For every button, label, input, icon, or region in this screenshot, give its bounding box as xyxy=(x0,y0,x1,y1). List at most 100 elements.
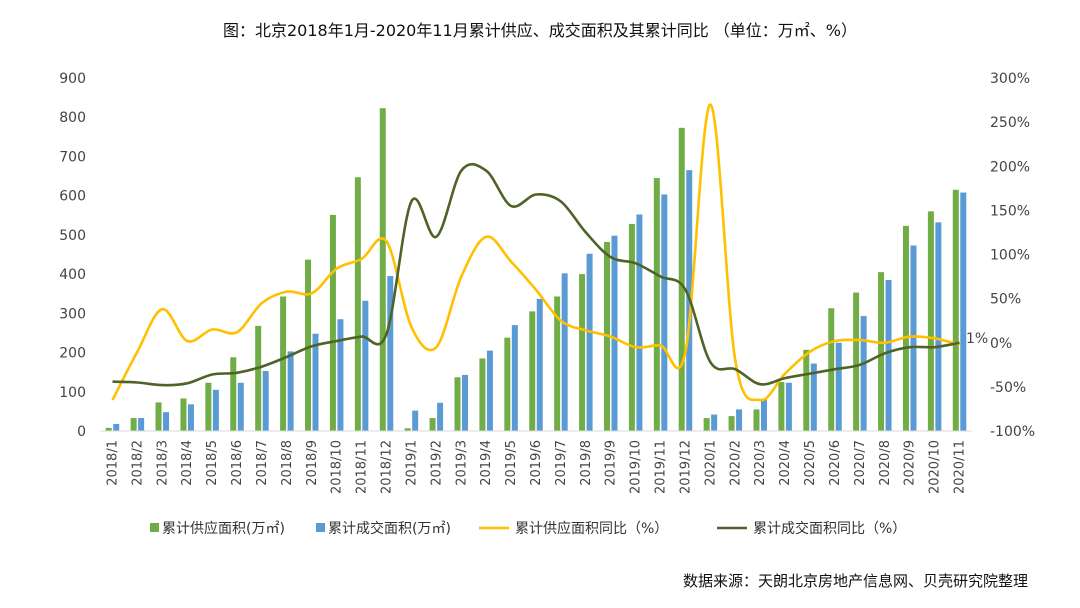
supply-bar xyxy=(678,127,685,431)
x-tick-label: 2019/8 xyxy=(579,440,594,486)
transaction-bar xyxy=(935,222,942,431)
bar-series xyxy=(105,108,967,431)
supply-bar xyxy=(902,225,909,431)
right-tick-label: -50% xyxy=(990,380,1026,396)
x-tick-label: 2019/5 xyxy=(504,440,519,486)
x-tick-label: 2019/6 xyxy=(529,440,544,486)
x-tick-label: 2018/7 xyxy=(255,440,270,486)
supply-bar xyxy=(205,382,212,431)
left-axis: 0 100 200 300 400 500 600 700 800 900 xyxy=(59,71,86,440)
right-tick-label: 300% xyxy=(990,71,1030,87)
transaction-bar xyxy=(412,410,419,431)
x-tick-label: 2018/2 xyxy=(130,440,145,486)
supply-bar xyxy=(329,214,336,431)
transaction-bar xyxy=(262,370,269,431)
x-axis: 2018/1 2018/2 2018/3 2018/4 2018/5 2018/6 2018… xyxy=(100,430,972,494)
transaction-yoy-line xyxy=(112,162,960,387)
line-series xyxy=(111,103,960,402)
x-tick-label: 2018/3 xyxy=(155,440,170,486)
transaction-bar xyxy=(736,409,743,431)
transaction-bar xyxy=(462,374,469,431)
transaction-bar xyxy=(486,350,493,431)
left-tick-label: 800 xyxy=(59,110,86,126)
x-tick-label: 2020/6 xyxy=(828,440,843,486)
supply-bar xyxy=(529,311,536,431)
x-tick-label: 2019/7 xyxy=(554,440,569,486)
transaction-bar xyxy=(362,300,369,431)
x-tick-label: 2019/2 xyxy=(429,440,444,486)
legend-label: 累计成交面积同比（%） xyxy=(753,520,906,537)
source-note: 数据来源：天朗北京房地产信息网、贝壳研究院整理 xyxy=(683,572,1028,590)
annotations: 1% xyxy=(966,331,988,347)
transaction-bar xyxy=(860,316,867,431)
supply-bar xyxy=(180,398,187,431)
transaction-bar xyxy=(885,279,892,431)
right-tick-label: 50% xyxy=(990,292,1021,308)
x-tick-label: 2018/5 xyxy=(205,440,220,486)
x-tick-label: 2018/10 xyxy=(330,440,345,494)
right-tick-label: 150% xyxy=(990,203,1030,219)
legend-swatch xyxy=(316,523,325,532)
transaction-bar xyxy=(387,276,394,431)
transaction-bar xyxy=(636,214,643,431)
left-tick-label: 300 xyxy=(59,306,86,322)
x-tick-label: 2020/4 xyxy=(778,440,793,486)
legend-label: 累计成交面积(万㎡) xyxy=(328,520,451,537)
transaction-bar xyxy=(960,192,967,431)
x-tick-label: 2020/7 xyxy=(853,440,868,486)
right-tick-label: 200% xyxy=(990,159,1030,175)
x-tick-label: 2018/12 xyxy=(380,440,395,494)
x-tick-label: 2018/6 xyxy=(230,440,245,486)
x-tick-label: 2020/1 xyxy=(703,440,718,486)
supply-bar xyxy=(454,377,461,431)
supply-bar xyxy=(728,416,735,431)
transaction-bar xyxy=(810,363,817,431)
supply-bar xyxy=(404,428,411,431)
transaction-bar xyxy=(237,382,244,431)
x-tick-label: 2020/9 xyxy=(903,440,918,486)
chart-title: 图：北京2018年1月-2020年11月累计供应、成交面积及其累计同比 （单位：… xyxy=(223,21,857,40)
legend: 累计供应面积(万㎡) 累计成交面积(万㎡) 累计供应面积同比（%） 累计成交面积同比（… xyxy=(150,520,906,537)
left-tick-label: 600 xyxy=(59,189,86,205)
x-tick-label: 2020/2 xyxy=(728,440,743,486)
x-tick-label: 2019/4 xyxy=(479,440,494,486)
supply-bar xyxy=(354,177,361,431)
supply-bar xyxy=(653,178,660,431)
right-axis: -100% -50% 0% 50% 100% 150% 200% 250% 300% xyxy=(990,71,1035,440)
x-tick-label: 2018/11 xyxy=(355,440,370,494)
supply-bar xyxy=(105,427,112,431)
x-tick-label: 2019/10 xyxy=(629,440,644,494)
supply-bar xyxy=(429,418,436,431)
transaction-bar xyxy=(138,418,145,431)
right-tick-label: 100% xyxy=(990,248,1030,264)
legend-label: 累计供应面积(万㎡) xyxy=(162,520,285,537)
supply-bar xyxy=(952,189,959,431)
x-tick-label: 2019/12 xyxy=(678,440,693,494)
transaction-bar xyxy=(910,245,917,431)
transaction-bar xyxy=(511,325,518,431)
transaction-bar xyxy=(711,414,718,431)
transaction-bar xyxy=(661,194,668,431)
x-tick-label: 2020/10 xyxy=(928,440,943,494)
right-tick-label: 250% xyxy=(990,115,1030,131)
supply-yoy-line xyxy=(111,103,960,402)
left-tick-label: 0 xyxy=(77,424,86,440)
supply-bar xyxy=(628,223,635,431)
transaction-bar xyxy=(561,273,568,431)
last-point-label: 1% xyxy=(966,331,988,347)
supply-bar xyxy=(778,381,785,431)
x-tick-label: 2019/9 xyxy=(604,440,619,486)
transaction-bar xyxy=(785,382,792,431)
x-tick-label: 2019/3 xyxy=(454,440,469,486)
transaction-bar xyxy=(113,423,120,431)
transaction-bar xyxy=(212,389,219,431)
transaction-bar xyxy=(337,319,344,431)
transaction-bar xyxy=(760,398,767,431)
supply-bar xyxy=(878,272,885,431)
left-tick-label: 100 xyxy=(59,385,86,401)
x-tick-label: 2019/1 xyxy=(404,440,419,486)
supply-bar xyxy=(927,211,934,431)
supply-bar xyxy=(379,108,386,431)
x-tick-label: 2018/4 xyxy=(180,440,195,486)
supply-bar xyxy=(305,259,312,431)
